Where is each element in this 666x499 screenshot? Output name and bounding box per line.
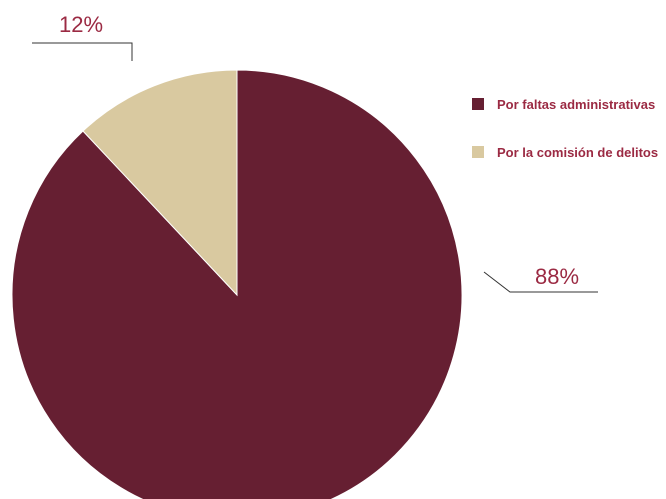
data-label-faltas-administrativas: 88% [535, 264, 579, 289]
leader-lines [32, 42, 598, 293]
legend-swatch [472, 98, 484, 110]
pie-slice-comision-delitos [82, 69, 238, 297]
leader-line-comision-delitos [32, 42, 133, 61]
pie-slice-faltas-administrativas [11, 69, 463, 499]
pie-slices [11, 69, 463, 499]
legend: Por faltas administrativas Por la comisi… [472, 94, 658, 190]
legend-label: Por la comisión de delitos [497, 144, 659, 160]
legend-item-faltas-administrativas: Por faltas administrativas [472, 94, 658, 114]
legend-swatch [472, 146, 484, 158]
leader-line-faltas-administrativas [483, 271, 598, 293]
data-label-comision-delitos: 12% [59, 12, 103, 37]
legend-label: Por faltas administrativas [497, 96, 656, 112]
legend-item-comision-delitos: Por la comisión de delitos [472, 142, 658, 162]
